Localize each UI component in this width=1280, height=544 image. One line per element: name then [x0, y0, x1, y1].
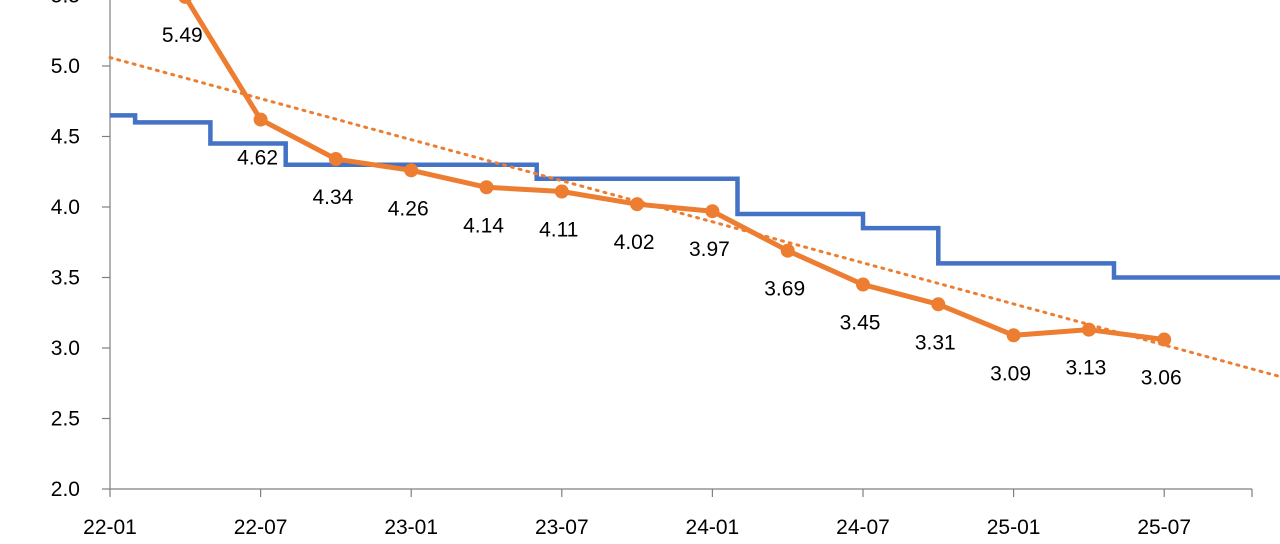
y-tick-label: 2.0: [51, 478, 80, 501]
data-label: 4.11: [539, 218, 578, 241]
y-tick-label: 4.5: [51, 126, 80, 149]
data-point: [404, 163, 419, 178]
data-label: 3.31: [915, 331, 956, 354]
marker-series-line: [184, 0, 1165, 343]
x-tick-label: 25-07: [1137, 516, 1191, 539]
y-tick-label: 5.5: [51, 0, 80, 8]
data-point: [328, 152, 343, 167]
x-tick-label: 22-07: [234, 516, 288, 539]
data-point: [780, 243, 795, 258]
data-label: 4.34: [312, 186, 353, 209]
data-label: 4.62: [237, 147, 278, 170]
y-tick-label: 4.0: [51, 196, 80, 219]
data-label: 3.97: [689, 238, 730, 261]
data-label: 3.45: [840, 312, 881, 335]
axes: 2.0 2.5 3.0 3.5 4.0 4.5 5.0 5.5 22-01 22-07 23-01 2…: [51, 0, 1253, 539]
y-tick-label: 3.0: [51, 337, 80, 360]
x-tick-label: 24-01: [686, 516, 740, 539]
trendline: [108, 56, 1280, 379]
data-label: 3.13: [1065, 357, 1106, 380]
data-point: [630, 197, 645, 212]
x-tick-label: 25-01: [987, 516, 1041, 539]
data-label: 3.06: [1141, 367, 1182, 390]
x-tick-label: 23-07: [535, 516, 589, 539]
step-series-line: [110, 113, 1280, 280]
y-tick-label: 2.5: [51, 408, 80, 431]
series-layer: [108, 0, 1280, 379]
data-point: [179, 0, 192, 4]
data-label: 4.14: [463, 214, 504, 237]
x-tick-label: 24-07: [836, 516, 890, 539]
labels-layer: 5.49 4.62 4.34 4.26 4.14 4.11 4.02 3.97 3.69 3.45…: [162, 24, 1182, 390]
x-tick-label: 23-01: [384, 516, 438, 539]
data-point: [705, 204, 720, 219]
y-tick-label: 3.5: [51, 267, 80, 290]
data-point: [931, 297, 946, 312]
data-point: [479, 180, 494, 195]
data-point: [554, 184, 569, 199]
x-tick-label: 22-01: [83, 516, 137, 539]
y-tick-label: 5.0: [51, 55, 80, 78]
data-label: 5.49: [162, 24, 203, 47]
data-label: 3.69: [764, 278, 805, 301]
data-label: 4.26: [388, 197, 429, 220]
data-point: [1081, 322, 1096, 337]
data-point: [253, 112, 268, 127]
data-point: [1157, 332, 1172, 347]
data-point: [856, 277, 870, 292]
data-label: 4.02: [614, 231, 655, 254]
data-point: [1006, 328, 1021, 343]
data-label: 3.09: [990, 362, 1031, 385]
